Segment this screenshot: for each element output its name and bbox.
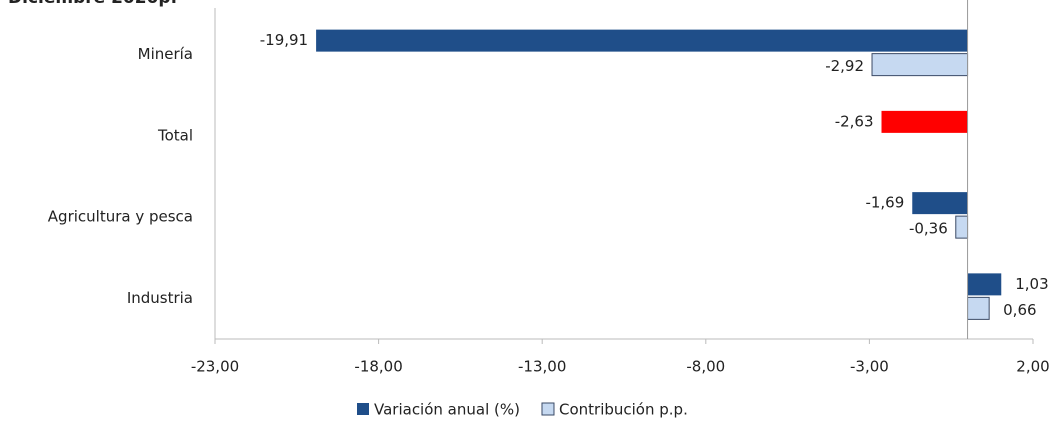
value-label: -19,91	[260, 31, 308, 49]
legend-label: Variación anual (%)	[374, 401, 520, 419]
y-tick-label: Minería	[138, 45, 193, 63]
y-tick-label: Total	[157, 126, 193, 144]
value-label: -1,69	[865, 194, 904, 212]
bar	[955, 215, 969, 239]
legend-swatch	[541, 402, 555, 416]
legend-label: Contribución p.p.	[559, 401, 688, 419]
y-tick-label: Agricultura y pesca	[48, 208, 193, 226]
value-label: 1,03	[1015, 275, 1048, 293]
legend-swatch	[357, 403, 369, 415]
x-tick-label: -3,00	[850, 358, 889, 376]
value-label: -2,63	[835, 112, 874, 130]
y-tick-label: Industria	[127, 289, 193, 307]
bar	[912, 192, 968, 215]
value-label: -0,36	[909, 220, 948, 238]
bar	[967, 296, 990, 320]
bar	[316, 29, 968, 52]
x-tick-label: -13,00	[518, 358, 566, 376]
bar	[871, 53, 969, 77]
x-tick-label: 2,00	[1016, 358, 1049, 376]
bar	[967, 273, 1002, 296]
value-label: 0,66	[1003, 301, 1036, 319]
bar	[881, 110, 968, 133]
chart-title: Diciembre 2020p.	[8, 0, 177, 8]
x-tick-label: -23,00	[191, 358, 239, 376]
x-tick-label: -18,00	[354, 358, 402, 376]
x-tick-label: -8,00	[686, 358, 725, 376]
value-label: -2,92	[825, 57, 864, 75]
